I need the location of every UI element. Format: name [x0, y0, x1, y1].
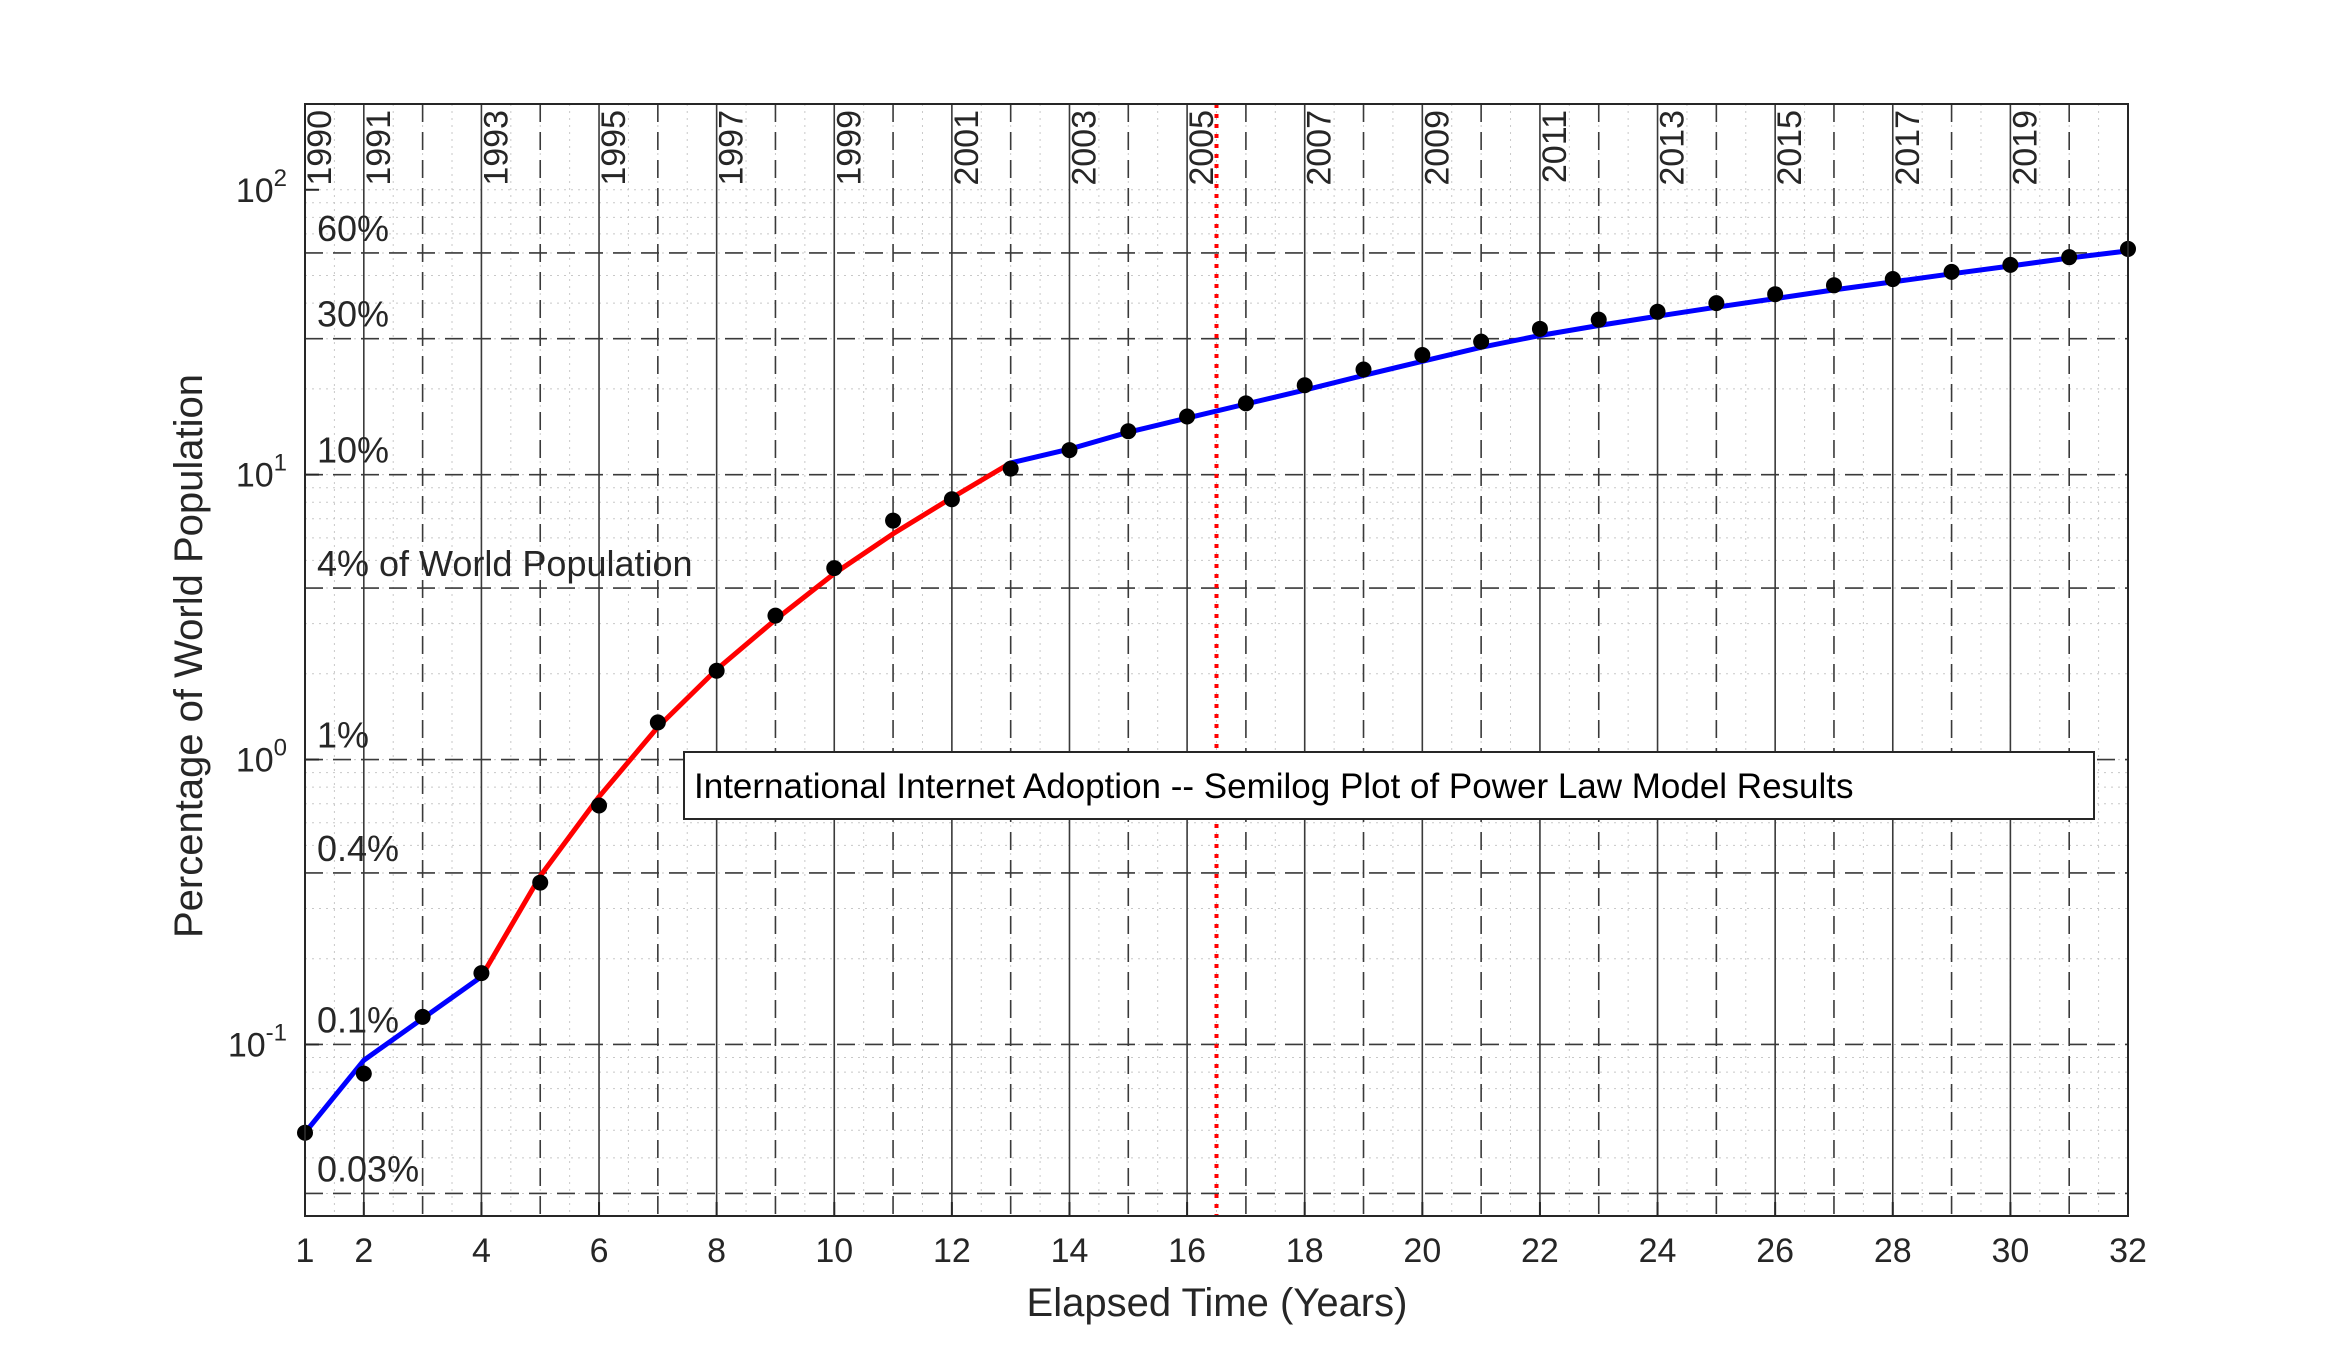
x-tick-label: 18 — [1286, 1232, 1324, 1270]
year-label: 2001 — [948, 110, 986, 186]
observed-point — [1061, 442, 1078, 459]
x-tick-label: 4 — [472, 1232, 491, 1270]
observed-point — [2002, 256, 2019, 273]
x-tick-label: 14 — [1051, 1232, 1089, 1270]
y-tick-exponent: -1 — [266, 1019, 287, 1046]
x-tick-label: 30 — [1991, 1232, 2029, 1270]
y-tick-base: 10 — [236, 742, 274, 780]
year-label: 1995 — [595, 110, 633, 186]
year-label: 1993 — [477, 110, 515, 186]
observed-point — [1002, 460, 1019, 477]
x-tick-label: 16 — [1168, 1232, 1206, 1270]
year-label: 2003 — [1066, 110, 1104, 186]
x-tick-label: 2 — [354, 1232, 373, 1270]
model-series-line — [302, 974, 484, 1136]
y-tick-exponent: 1 — [274, 450, 287, 477]
observed-point — [1355, 361, 1372, 378]
axis-ticks: 1 2 4 6 8 10 12 14 16 18 20 22 24 26 28 30 3210-11001011… — [228, 165, 2147, 1270]
year-label: 2005 — [1183, 110, 1221, 186]
observed-point — [532, 874, 549, 891]
year-label: 1999 — [830, 110, 868, 186]
year-label: 1997 — [713, 110, 751, 186]
observed-point — [591, 797, 608, 814]
x-tick-label: 6 — [590, 1232, 609, 1270]
year-label: 2013 — [1654, 110, 1692, 186]
y-tick-label: 102 — [236, 165, 287, 210]
observed-point — [1590, 311, 1607, 328]
model-series-line — [1008, 248, 2131, 466]
year-label: 2011 — [1536, 110, 1574, 183]
y-tick-label: 100 — [236, 735, 287, 780]
percent-level-label: 0.03% — [317, 1148, 419, 1189]
observed-point — [1825, 277, 1842, 294]
y-tick-base: 10 — [228, 1026, 266, 1064]
observed-point — [1414, 347, 1431, 364]
percent-level-label: 1% — [317, 715, 369, 756]
observed-point — [1296, 377, 1313, 394]
observed-point — [1120, 423, 1137, 440]
x-tick-label: 26 — [1756, 1232, 1794, 1270]
percent-level-label: 10% — [317, 430, 389, 471]
year-labels: 1990 1991 1993 1995 1997 1999 2001 2003 2005 2007… — [301, 110, 2044, 186]
y-tick-base: 10 — [236, 172, 274, 210]
observed-point — [1884, 271, 1901, 288]
y-tick-exponent: 0 — [274, 735, 287, 762]
percent-level-label: 30% — [317, 294, 389, 335]
observed-point — [1943, 263, 1960, 280]
observed-point — [1649, 303, 1666, 320]
percent-level-labels: 60% 30% 10% 4% of World Population 1% 0.4% 0.1… — [317, 208, 693, 1189]
observed-point — [826, 560, 843, 577]
x-tick-label: 10 — [815, 1232, 853, 1270]
observed-point — [1531, 320, 1548, 337]
observed-point — [1473, 333, 1490, 350]
chart-title-box: International Internet Adoption -- Semil… — [683, 751, 2095, 820]
observed-point — [943, 491, 960, 508]
x-tick-label: 8 — [707, 1232, 726, 1270]
x-tick-label: 22 — [1521, 1232, 1559, 1270]
percent-level-label: 0.4% — [317, 828, 399, 869]
observed-point — [708, 662, 725, 679]
year-label: 1990 — [301, 110, 339, 186]
chart-title: International Internet Adoption -- Semil… — [694, 767, 1854, 806]
x-tick-label: 20 — [1403, 1232, 1441, 1270]
percent-level-label: 60% — [317, 208, 389, 249]
x-tick-label: 24 — [1639, 1232, 1677, 1270]
observed-point — [2061, 249, 2078, 266]
observed-point — [473, 965, 490, 982]
y-tick-label: 101 — [236, 450, 287, 495]
observed-point — [1708, 295, 1725, 312]
year-label: 2017 — [1889, 110, 1927, 186]
x-tick-label: 12 — [933, 1232, 971, 1270]
y-tick-base: 10 — [236, 457, 274, 495]
year-gridlines — [363, 104, 2129, 1216]
observed-point — [1767, 286, 1784, 303]
observed-point — [414, 1008, 431, 1025]
observed-point — [355, 1065, 372, 1082]
x-axis-title: Elapsed Time (Years) — [1027, 1281, 1408, 1325]
model-series-line — [478, 460, 1014, 980]
observed-point — [1237, 395, 1254, 412]
y-axis-title: Percentage of World Population — [167, 374, 211, 938]
plot-frame — [304, 103, 2129, 1217]
observed-point — [1179, 408, 1196, 425]
observed-point — [767, 607, 784, 624]
x-tick-label: 1 — [296, 1232, 315, 1270]
observed-point — [885, 512, 902, 529]
year-label: 2007 — [1301, 110, 1339, 186]
series-group — [302, 248, 2131, 1136]
year-label: 2015 — [1771, 110, 1809, 186]
year-label: 2019 — [2006, 110, 2044, 186]
observed-points — [297, 240, 2136, 1141]
percent-level-label: 0.1% — [317, 999, 399, 1040]
percent-level-label: 4% of World Population — [317, 543, 693, 584]
title-box-frame — [683, 751, 2095, 820]
y-tick-label: 10-1 — [228, 1019, 287, 1064]
x-tick-label: 32 — [2109, 1232, 2147, 1270]
observed-point — [649, 714, 666, 731]
y-tick-exponent: 2 — [274, 165, 287, 192]
year-label: 1991 — [360, 110, 398, 186]
x-tick-label: 28 — [1874, 1232, 1912, 1270]
year-label: 2009 — [1418, 110, 1456, 186]
